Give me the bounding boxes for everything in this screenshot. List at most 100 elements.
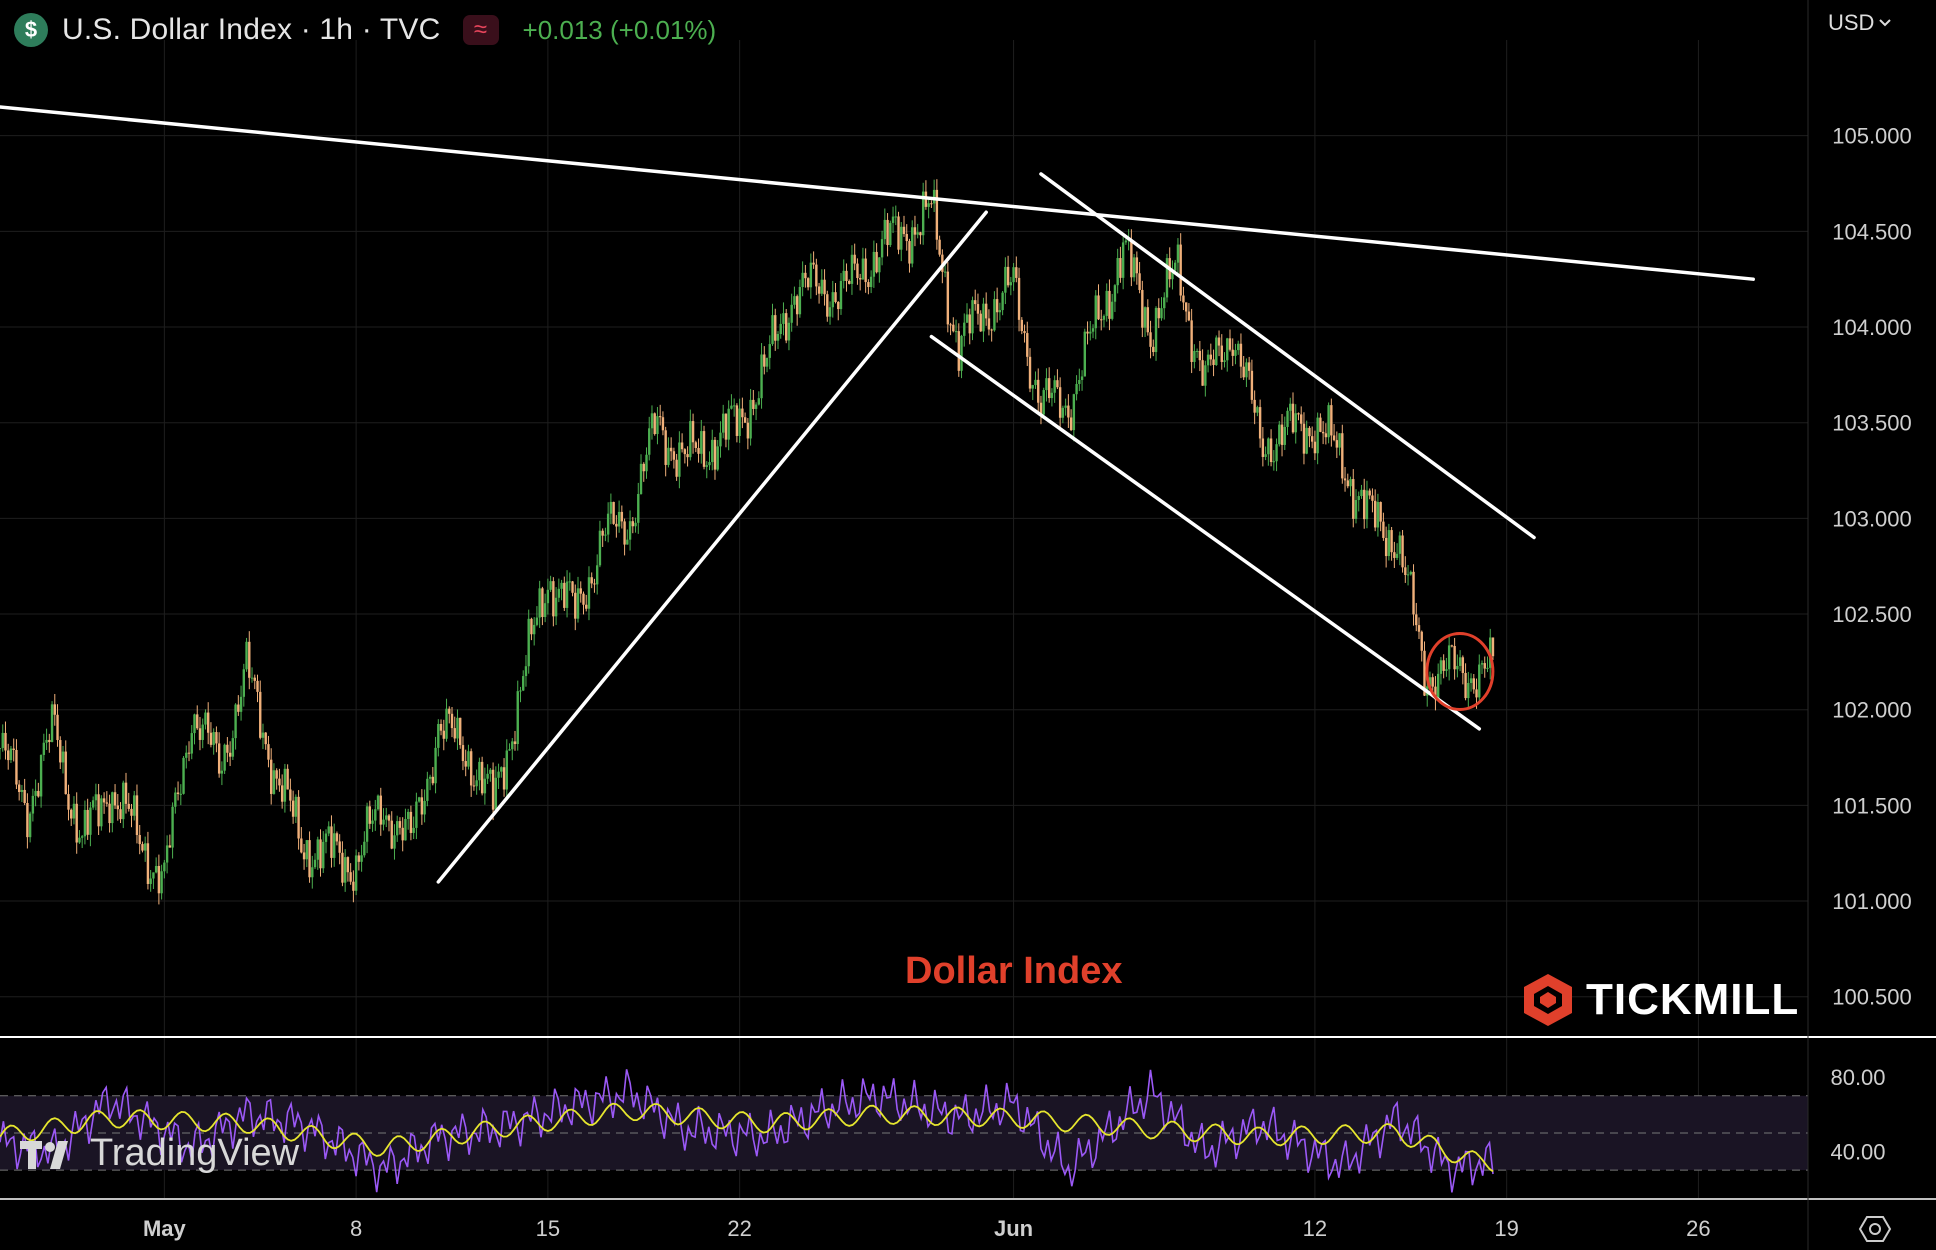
candle-body	[467, 751, 470, 767]
currency-selector[interactable]: USD	[1828, 10, 1892, 36]
candle-body	[1152, 346, 1155, 353]
candle-body	[231, 738, 235, 757]
candle-body	[585, 604, 588, 609]
candle-body	[1387, 530, 1391, 557]
candle-body	[234, 704, 237, 739]
candle-body	[568, 581, 571, 583]
candle-body	[848, 281, 851, 284]
candle-body	[382, 819, 385, 825]
candle-body	[1319, 417, 1322, 432]
candle-body	[708, 462, 711, 466]
tickmill-logo-icon	[1524, 974, 1572, 1026]
candle-body	[590, 577, 593, 584]
candle-body	[313, 859, 317, 868]
candle-body	[984, 303, 988, 319]
candle-body	[1294, 413, 1297, 433]
candle-body	[661, 417, 665, 431]
candle-body	[560, 582, 563, 589]
candle-body	[1113, 285, 1117, 302]
candle-body	[1289, 403, 1292, 411]
candle-body	[385, 815, 388, 820]
candle-body	[538, 588, 541, 618]
candle-body	[982, 303, 985, 332]
candle-body	[872, 251, 876, 277]
candle-body	[771, 315, 774, 345]
candle-body	[1491, 637, 1495, 657]
candle-body	[820, 279, 824, 294]
candle-body	[341, 852, 344, 883]
chart-caption: Dollar Index	[905, 950, 1123, 992]
candle-body	[886, 219, 889, 246]
candle-body	[1439, 660, 1443, 674]
candle-body	[379, 795, 382, 825]
candle-body	[1141, 289, 1144, 328]
candle-body	[448, 708, 451, 714]
candle-body	[1354, 499, 1358, 519]
candle-body	[83, 809, 87, 837]
candle-body	[1061, 407, 1065, 418]
candle-body	[426, 778, 429, 801]
candle-body	[943, 271, 947, 273]
candle-body	[516, 691, 519, 745]
candle-body	[631, 521, 634, 527]
candle-body	[911, 227, 914, 264]
candle-body	[1330, 405, 1333, 436]
gear-icon[interactable]	[1858, 1214, 1892, 1244]
indicator-wave-icon[interactable]: ≈	[462, 15, 499, 45]
candle-body	[535, 617, 539, 625]
candle-body	[1352, 479, 1355, 519]
candle-body	[472, 785, 476, 787]
price-candles	[0, 179, 1495, 905]
candle-body	[697, 447, 700, 454]
candle-body	[658, 416, 662, 418]
candle-body	[949, 324, 952, 326]
candle-body	[456, 717, 459, 739]
dollar-icon[interactable]: $	[14, 13, 48, 47]
candle-body	[683, 449, 687, 455]
candle-body	[1278, 424, 1281, 445]
candle-body	[319, 839, 322, 869]
candle-body	[527, 618, 530, 667]
candle-body	[1072, 394, 1076, 431]
candle-body	[349, 872, 352, 882]
candle-body	[1338, 433, 1341, 448]
candle-body	[749, 399, 752, 439]
candle-body	[204, 712, 207, 725]
candle-body	[242, 669, 246, 697]
candle-body	[20, 789, 24, 792]
candle-body	[623, 521, 626, 545]
candle-body	[667, 447, 670, 465]
candle-body	[563, 582, 566, 608]
y-tick-label: 102.000	[1832, 698, 1912, 723]
candle-body	[1231, 349, 1234, 356]
candle-body	[4, 732, 7, 751]
trendline	[0, 105, 1755, 281]
candle-body	[1154, 307, 1158, 353]
candle-body	[1028, 356, 1032, 389]
rsi-tick-label: 40.00	[1830, 1140, 1885, 1165]
candle-body	[311, 867, 314, 878]
highlight-circle	[1425, 631, 1495, 711]
candle-body	[532, 624, 536, 635]
candle-body	[1083, 331, 1086, 377]
candle-body	[691, 421, 695, 443]
candle-body	[327, 826, 330, 834]
candle-body	[543, 603, 547, 618]
candle-body	[1239, 343, 1243, 367]
candle-body	[417, 797, 421, 802]
candle-body	[1121, 242, 1125, 278]
candle-body	[815, 264, 818, 287]
candle-body	[1004, 266, 1007, 293]
candle-body	[1423, 650, 1426, 696]
candle-body	[1047, 378, 1051, 399]
candle-body	[294, 796, 298, 817]
candle-body	[782, 313, 785, 324]
candle-body	[174, 792, 177, 807]
candle-body	[831, 292, 834, 308]
tradingview-text: TradingView	[90, 1132, 300, 1174]
candle-body	[1228, 338, 1232, 350]
candle-body	[1187, 311, 1191, 321]
candle-body	[1234, 350, 1237, 356]
candle-body	[45, 739, 48, 743]
